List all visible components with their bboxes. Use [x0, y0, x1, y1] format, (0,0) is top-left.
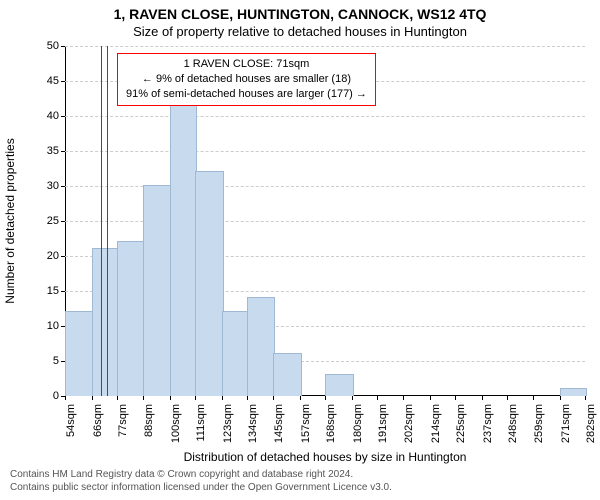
plot-area: 0510152025303540455054sqm66sqm77sqm88sqm… — [65, 46, 585, 396]
x-tick-label: 145sqm — [273, 404, 285, 443]
x-tick-label: 259sqm — [533, 404, 545, 443]
x-tick-label: 77sqm — [117, 404, 129, 437]
x-tick-label: 168sqm — [325, 404, 337, 443]
x-tick-label: 157sqm — [300, 404, 312, 443]
x-tick-label: 66sqm — [92, 404, 104, 437]
x-tick-label: 237sqm — [482, 404, 494, 443]
x-tick-mark — [325, 396, 326, 400]
info-box-line: ← 9% of detached houses are smaller (18) — [126, 72, 367, 87]
histogram-bar — [560, 388, 587, 396]
y-tick-mark — [61, 186, 65, 187]
histogram-bar — [273, 353, 302, 396]
x-tick-mark — [403, 396, 404, 400]
y-tick-mark — [61, 151, 65, 152]
histogram-bar — [325, 374, 354, 396]
x-tick-label: 191sqm — [377, 404, 389, 443]
histogram-bar — [195, 171, 224, 396]
x-tick-label: 100sqm — [170, 404, 182, 443]
histogram-bar — [143, 185, 172, 396]
x-tick-label: 202sqm — [403, 404, 415, 443]
x-tick-mark — [247, 396, 248, 400]
x-tick-label: 214sqm — [430, 404, 442, 443]
y-tick-mark — [61, 81, 65, 82]
x-tick-label: 123sqm — [222, 404, 234, 443]
y-tick-label: 35 — [47, 145, 59, 157]
y-tick-mark — [61, 256, 65, 257]
x-tick-mark — [352, 396, 353, 400]
x-tick-mark — [585, 396, 586, 400]
info-box-line: 1 RAVEN CLOSE: 71sqm — [126, 57, 367, 72]
y-gridline — [65, 46, 585, 47]
x-tick-mark — [65, 396, 66, 400]
x-tick-label: 180sqm — [352, 404, 364, 443]
info-box-line: 91% of semi-detached houses are larger (… — [126, 87, 367, 102]
x-tick-label: 271sqm — [560, 404, 572, 443]
y-tick-label: 0 — [53, 390, 59, 402]
x-tick-mark — [300, 396, 301, 400]
info-box: 1 RAVEN CLOSE: 71sqm← 9% of detached hou… — [117, 53, 376, 106]
x-tick-label: 111sqm — [195, 404, 207, 442]
figure: 1, RAVEN CLOSE, HUNTINGTON, CANNOCK, WS1… — [0, 0, 600, 500]
histogram-bar — [65, 311, 94, 396]
x-tick-mark — [533, 396, 534, 400]
y-tick-label: 30 — [47, 180, 59, 192]
footer-attribution: Contains HM Land Registry data © Crown c… — [10, 468, 392, 494]
y-tick-label: 45 — [47, 75, 59, 87]
footer-line1: Contains HM Land Registry data © Crown c… — [10, 468, 392, 481]
y-axis-label: Number of detached properties — [3, 138, 17, 303]
y-tick-label: 10 — [47, 320, 59, 332]
y-gridline — [65, 116, 585, 117]
x-tick-mark — [507, 396, 508, 400]
x-tick-label: 282sqm — [585, 404, 597, 443]
y-tick-label: 25 — [47, 215, 59, 227]
y-tick-label: 5 — [53, 355, 59, 367]
marker-line — [107, 46, 108, 396]
y-gridline — [65, 151, 585, 152]
x-tick-mark — [430, 396, 431, 400]
histogram-bar — [117, 241, 144, 396]
y-tick-mark — [61, 116, 65, 117]
x-tick-label: 134sqm — [247, 404, 259, 443]
histogram-bar — [170, 101, 197, 396]
x-tick-mark — [92, 396, 93, 400]
histogram-bar — [247, 297, 274, 396]
y-tick-label: 40 — [47, 110, 59, 122]
y-tick-label: 50 — [47, 40, 59, 52]
y-tick-mark — [61, 46, 65, 47]
x-tick-label: 88sqm — [143, 404, 155, 437]
x-tick-mark — [195, 396, 196, 400]
x-tick-mark — [222, 396, 223, 400]
x-tick-mark — [455, 396, 456, 400]
chart-subtitle: Size of property relative to detached ho… — [0, 24, 600, 39]
x-tick-mark — [143, 396, 144, 400]
x-tick-label: 225sqm — [455, 404, 467, 443]
y-tick-label: 20 — [47, 250, 59, 262]
x-tick-mark — [560, 396, 561, 400]
y-tick-mark — [61, 291, 65, 292]
chart-title: 1, RAVEN CLOSE, HUNTINGTON, CANNOCK, WS1… — [0, 6, 600, 22]
x-tick-label: 54sqm — [65, 404, 77, 437]
y-tick-mark — [61, 221, 65, 222]
x-axis-label: Distribution of detached houses by size … — [65, 450, 585, 464]
marker-line — [101, 46, 102, 396]
x-tick-mark — [117, 396, 118, 400]
footer-line2: Contains public sector information licen… — [10, 481, 392, 494]
x-tick-mark — [377, 396, 378, 400]
y-tick-label: 15 — [47, 285, 59, 297]
x-tick-mark — [482, 396, 483, 400]
x-tick-mark — [273, 396, 274, 400]
histogram-bar — [222, 311, 249, 396]
x-tick-mark — [170, 396, 171, 400]
x-tick-label: 248sqm — [507, 404, 519, 443]
